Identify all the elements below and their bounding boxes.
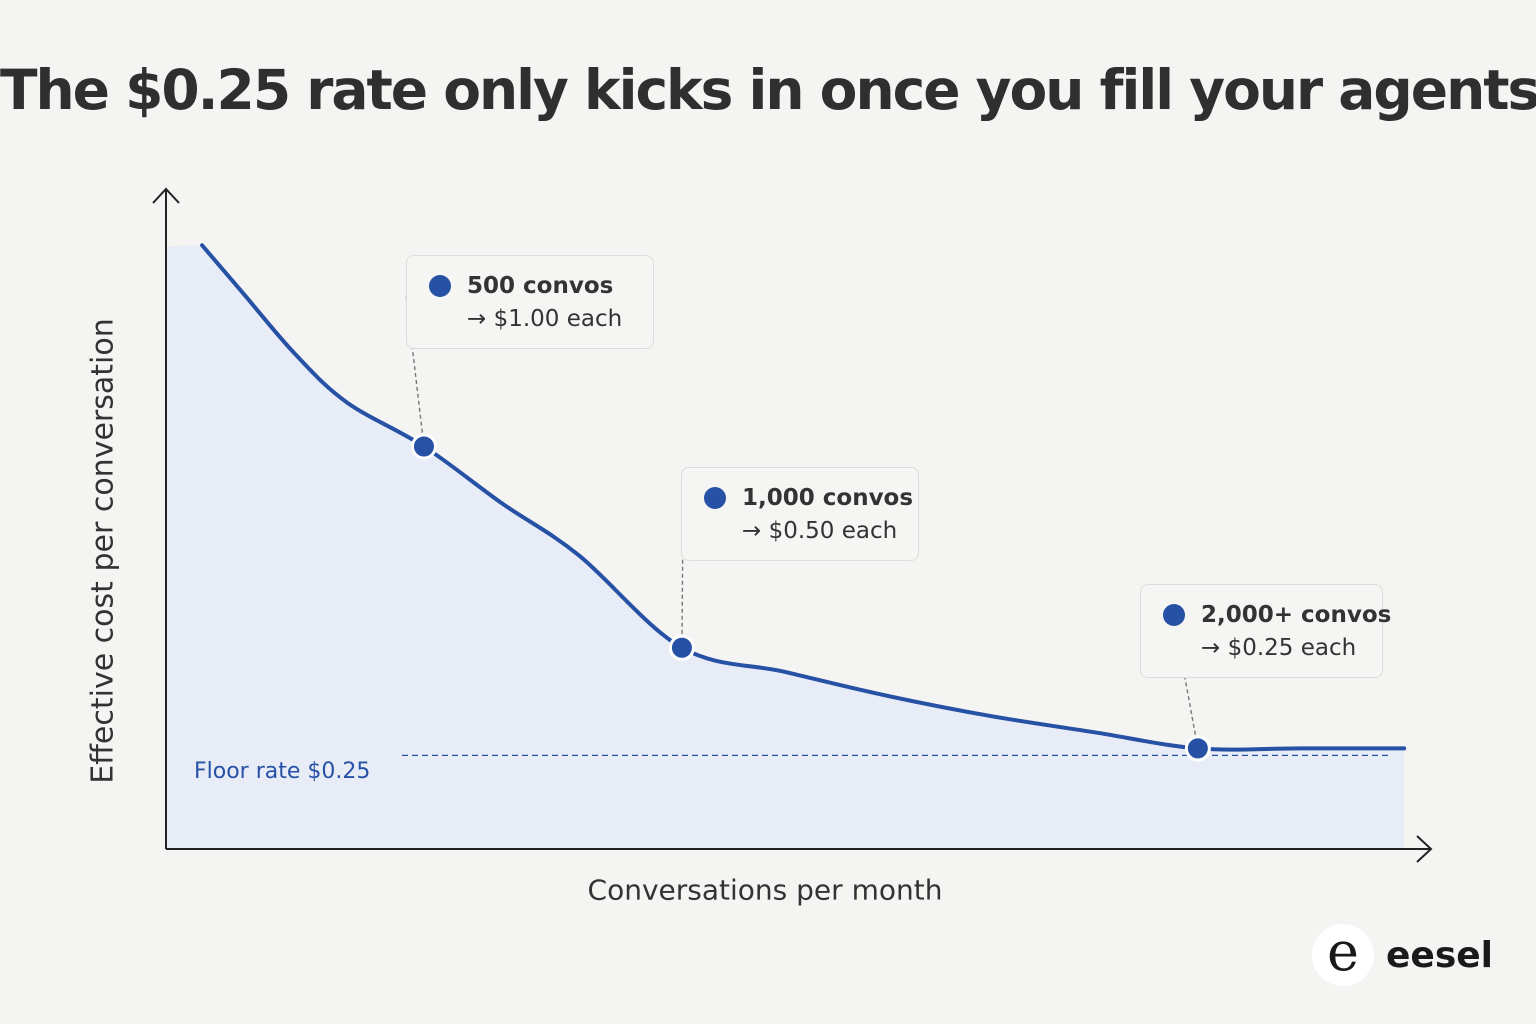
y-axis-arrow: [152, 187, 180, 204]
callout-dot-icon: [429, 275, 451, 297]
highlight-points: [410, 433, 1211, 762]
callout-price: → $0.25 each: [1201, 635, 1357, 661]
highlight-point: [410, 433, 437, 460]
callout-connector: [1184, 677, 1199, 749]
callout-count: 500 convos: [467, 273, 614, 299]
callout-dot-icon: [1163, 604, 1185, 626]
highlight-point: [668, 634, 695, 661]
callout-price: → $1.00 each: [467, 306, 623, 332]
callout-1000: 1,000 convos → $0.50 each: [681, 467, 919, 561]
axes: [152, 187, 1433, 863]
callout-dot-icon: [704, 487, 726, 509]
callout-price: → $0.50 each: [742, 518, 898, 544]
callout-500: 500 convos → $1.00 each: [406, 255, 654, 349]
y-axis-label: Effective cost per conversation: [85, 318, 121, 784]
chart-title: The $0.25 rate only kicks in once you fi…: [0, 58, 1536, 122]
eesel-logo: e eesel: [1312, 924, 1493, 986]
area-fill: [166, 245, 1405, 850]
eesel-logo-text: eesel: [1386, 934, 1494, 976]
cost-curve-line: [200, 243, 1407, 752]
x-axis-arrow: [1416, 835, 1433, 863]
callout-count: 1,000 convos: [742, 485, 914, 511]
callout-2000: 2,000+ convos → $0.25 each: [1140, 584, 1391, 678]
eesel-logo-icon: e: [1312, 924, 1374, 986]
highlight-point: [1184, 735, 1211, 762]
floor-rate-label: Floor rate $0.25: [194, 759, 371, 784]
callout-count: 2,000+ convos: [1201, 602, 1392, 628]
x-axis-label: Conversations per month: [587, 873, 943, 907]
